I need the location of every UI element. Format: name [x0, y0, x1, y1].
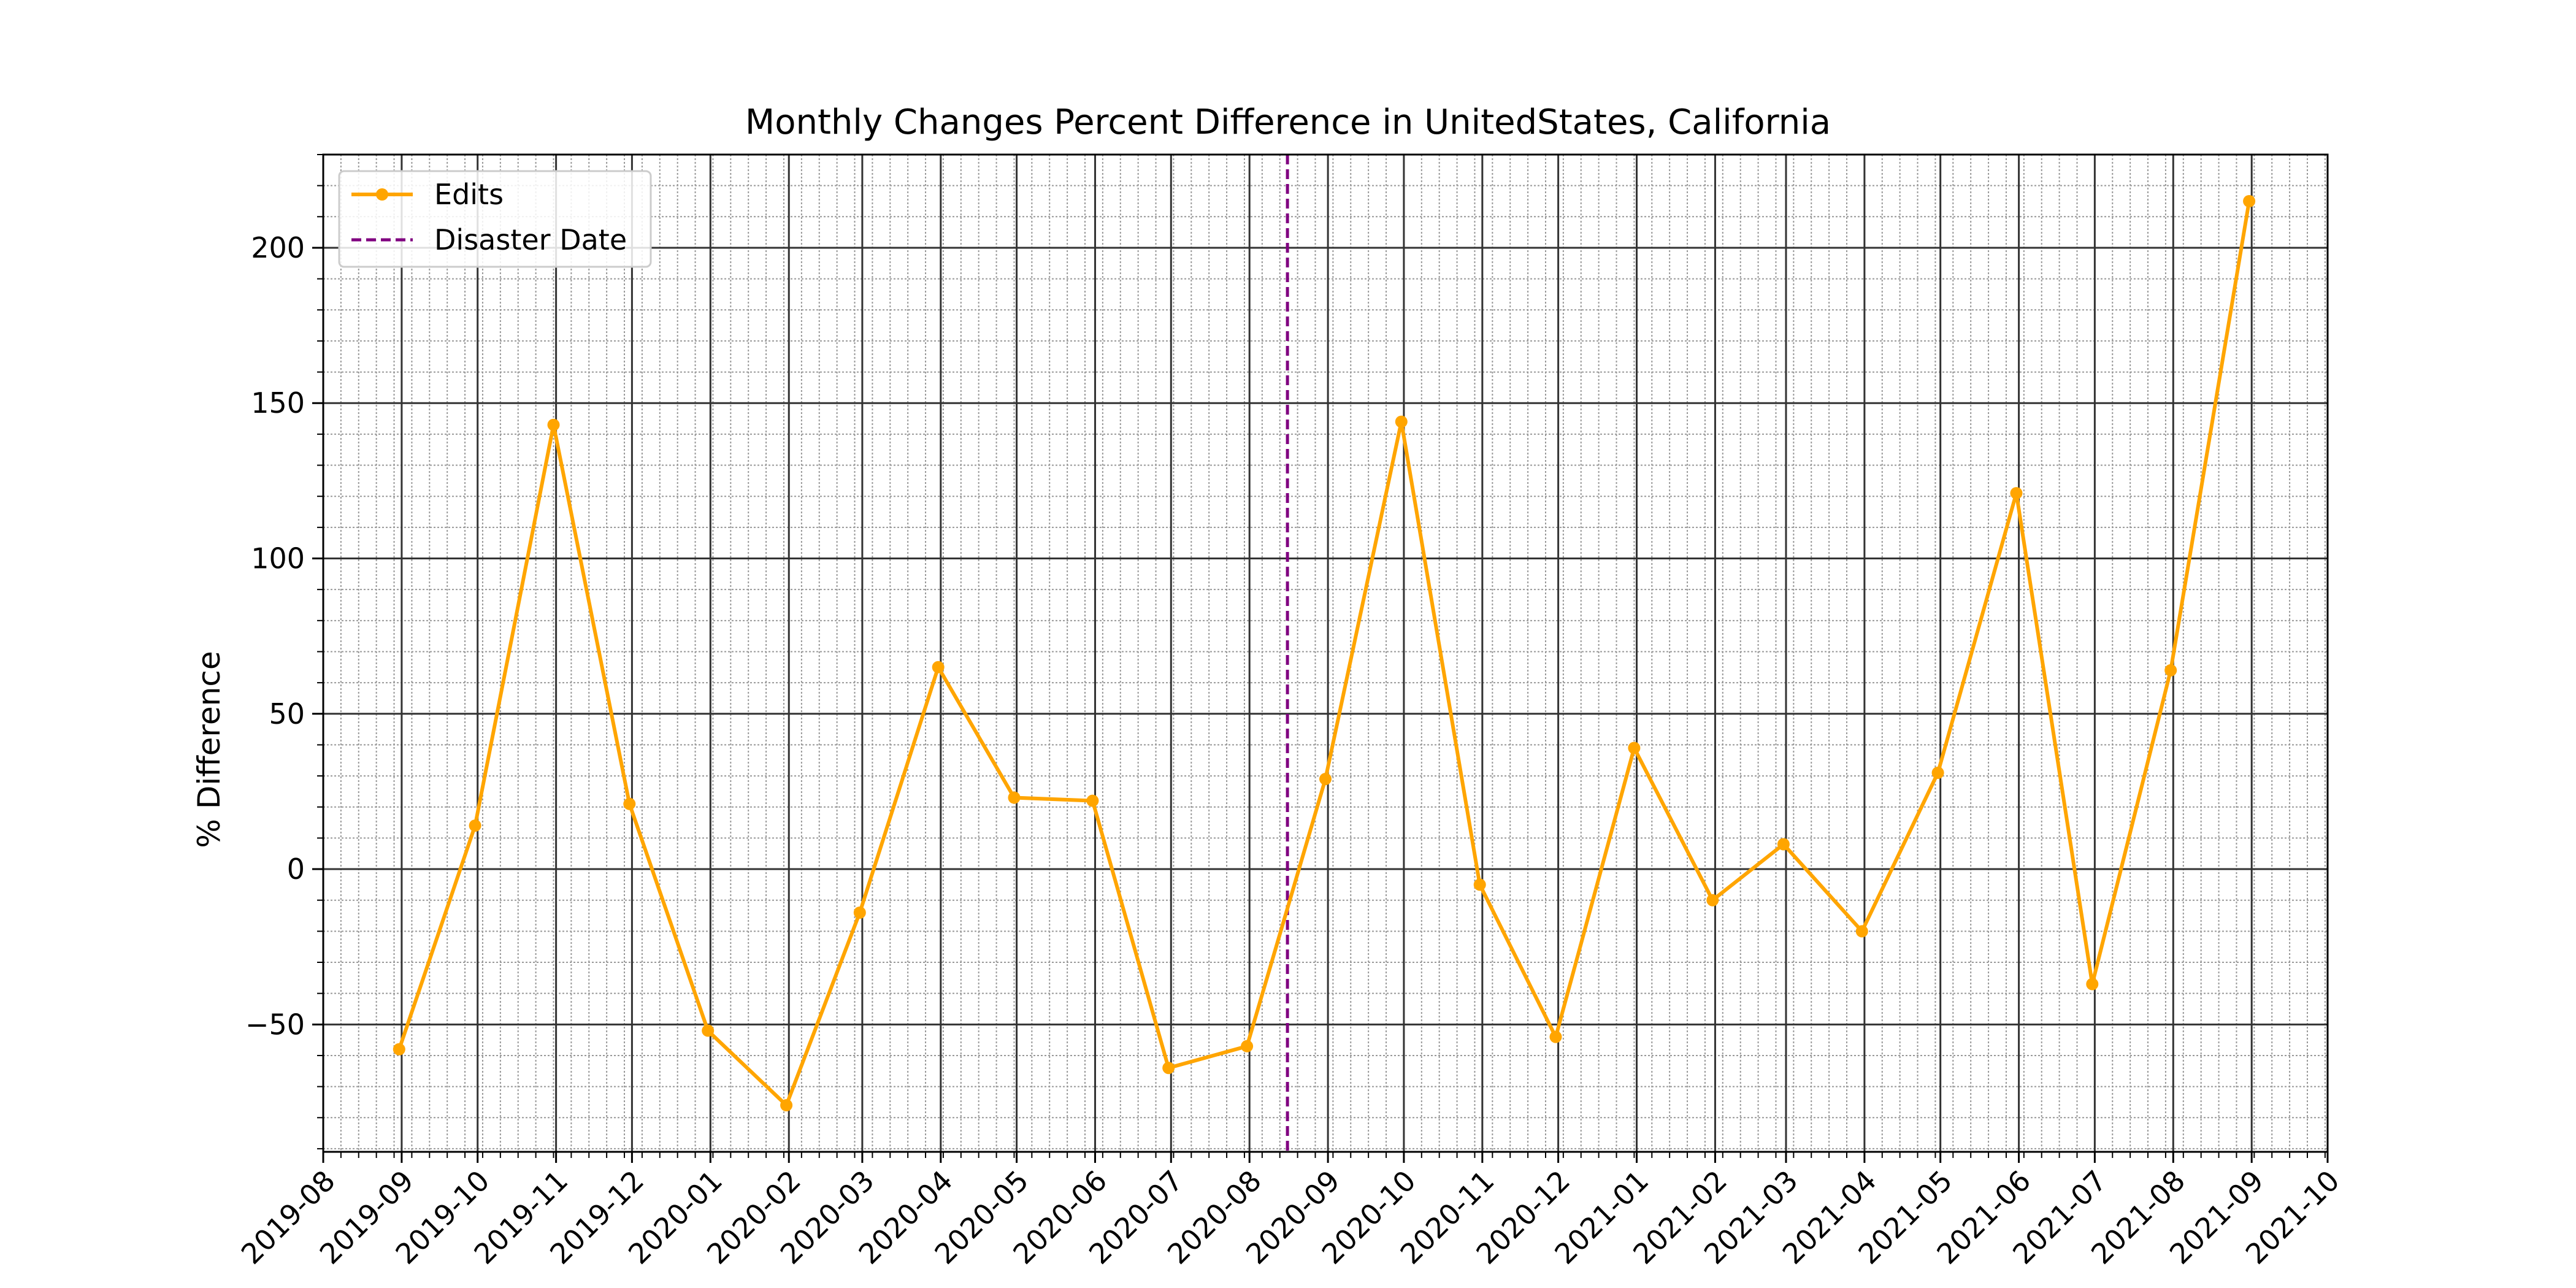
- edits-data-point: [2243, 195, 2256, 207]
- edits-data-point: [469, 819, 481, 832]
- edits-data-point: [853, 907, 866, 919]
- edits-data-point: [1162, 1062, 1175, 1075]
- edits-data-point: [1319, 773, 1332, 786]
- edits-data-point: [1086, 794, 1099, 807]
- y-axis-ticks: −50 0 50 100 150 200: [245, 154, 323, 1149]
- edits-data-point: [1473, 878, 1486, 891]
- edits-data-point: [1549, 1030, 1562, 1043]
- edits-data-point: [1855, 925, 1868, 938]
- minor-grid: [323, 154, 2328, 1152]
- edits-data-point: [393, 1043, 405, 1056]
- y-tick-label: 150: [251, 386, 305, 420]
- edits-data-point: [623, 797, 636, 810]
- y-axis-label: % Difference: [191, 651, 227, 848]
- edits-data-point: [932, 661, 945, 673]
- legend-edits-marker-icon: [376, 188, 388, 201]
- edits-data-point: [1931, 767, 1944, 779]
- edits-data-point: [780, 1099, 793, 1111]
- y-tick-label: 200: [251, 231, 305, 264]
- legend-box: [338, 170, 652, 268]
- x-axis-ticks: 2019-082019-092019-102019-112019-122020-…: [235, 1152, 2346, 1271]
- edits-data-point: [1008, 791, 1021, 804]
- plot-frame: [322, 153, 2329, 1153]
- edits-data-point: [1777, 838, 1790, 851]
- edits-data-point: [547, 418, 560, 431]
- series-layer: [393, 195, 2256, 1111]
- y-tick-label: 50: [269, 697, 305, 730]
- edits-data-point: [702, 1024, 715, 1037]
- edits-data-point: [1395, 415, 1408, 428]
- y-tick-label: −50: [245, 1008, 305, 1041]
- legend-disaster-label: Disaster Date: [434, 223, 627, 256]
- edits-data-point: [1628, 742, 1641, 754]
- legend-edits-label: Edits: [434, 178, 504, 211]
- edits-data-point: [2010, 487, 2023, 500]
- edits-data-point: [2086, 978, 2099, 991]
- y-tick-label: 100: [251, 542, 305, 575]
- edits-data-point: [2164, 664, 2177, 677]
- edits-series-line: [397, 201, 2252, 1107]
- edits-data-point: [1241, 1040, 1254, 1052]
- chart-title: Monthly Changes Percent Difference in Un…: [745, 102, 1831, 142]
- edits-data-point: [1706, 894, 1719, 907]
- legend: Edits Disaster Date: [338, 170, 652, 268]
- y-tick-label: 0: [287, 853, 305, 886]
